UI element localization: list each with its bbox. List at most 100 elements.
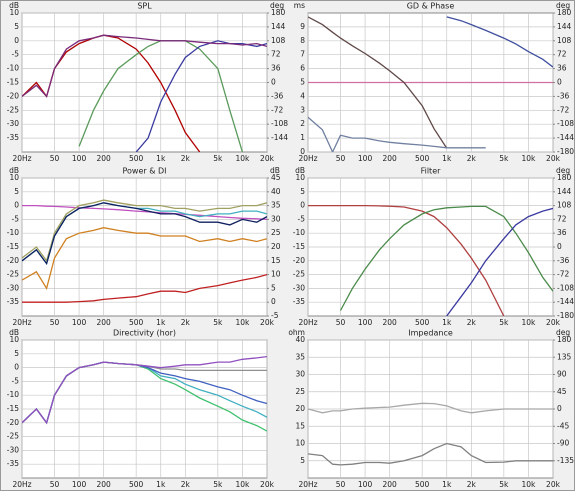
x-tick-label: 5k	[213, 480, 223, 489]
y2-tick-label: -144	[557, 297, 574, 306]
y-tick-label: 0	[14, 363, 19, 372]
y-tick-label: 10	[9, 173, 19, 182]
y2-tick-label: 144	[557, 187, 572, 196]
series-group	[308, 402, 553, 466]
y-tick-label: -30	[7, 445, 19, 454]
y2-tick-label: -108	[557, 119, 574, 128]
y-tick-label: 5	[300, 187, 305, 196]
x-tick-label: 1k	[442, 154, 452, 163]
x-tick-label: 20Hz	[12, 480, 31, 489]
y2-tick-label: 0	[557, 78, 562, 87]
x-tick-label: 5k	[499, 318, 509, 327]
x-tick-label: 20Hz	[12, 154, 31, 163]
y2-tick-label: 180	[557, 8, 572, 17]
curve	[22, 355, 267, 425]
y-tick-label: 1	[300, 133, 305, 142]
y-tick-label: -15	[7, 78, 19, 87]
y-tick-label: 7	[300, 50, 305, 59]
x-tick-label: 50	[50, 318, 60, 327]
y-tick-label: -15	[293, 242, 305, 251]
chart-title: Filter	[421, 167, 442, 176]
y-tick-label: -20	[7, 91, 19, 100]
y2-tick-label: 180	[557, 173, 572, 182]
y-tick-label: -30	[293, 283, 305, 292]
y2-tick-label: -45	[557, 421, 569, 430]
y-tick-label: 0	[300, 201, 305, 210]
y2-axis-label: deg	[556, 1, 570, 10]
series-group	[308, 204, 553, 316]
x-tick-label: 50	[336, 480, 346, 489]
y-tick-label: -20	[7, 256, 19, 265]
x-tick-label: 20Hz	[12, 318, 31, 327]
y2-tick-label: -180	[557, 311, 574, 320]
y2-tick-label: 30	[271, 214, 281, 223]
x-tick-label: 2k	[467, 318, 477, 327]
x-tick-label: 5k	[499, 480, 509, 489]
y2-tick-label: 35	[271, 201, 281, 210]
x-tick-label: 10k	[235, 318, 250, 327]
y-axis-label: dB	[9, 166, 19, 175]
y2-tick-label: 10	[271, 270, 281, 279]
x-tick-label: 200	[383, 480, 398, 489]
y2-axis-label: deg	[556, 328, 570, 337]
y-tick-label: 2	[300, 119, 305, 128]
x-tick-label: 5k	[213, 318, 223, 327]
y2-tick-label: 90	[557, 370, 567, 379]
curve	[308, 204, 505, 316]
y-tick-label: 10	[9, 335, 19, 344]
curve	[308, 116, 486, 152]
curve	[22, 199, 267, 263]
x-tick-label: 2k	[467, 480, 477, 489]
y2-tick-label: 108	[557, 201, 572, 210]
x-tick-label: 20k	[546, 318, 561, 327]
y2-tick-label: -144	[271, 133, 288, 142]
y2-tick-label: 0	[271, 78, 276, 87]
y2-tick-label: 144	[557, 22, 572, 31]
y2-tick-label: 180	[271, 8, 286, 17]
x-tick-label: 100	[358, 318, 373, 327]
y-tick-label: 4	[300, 91, 305, 100]
x-tick-label: 50	[50, 154, 60, 163]
y-tick-label: 3	[300, 105, 305, 114]
y2-tick-label: -90	[557, 439, 569, 448]
y2-tick-label: -180	[557, 147, 574, 156]
y-axis-label: dB	[295, 166, 305, 175]
y-tick-label: -10	[7, 390, 19, 399]
y2-tick-label: -72	[557, 270, 569, 279]
y-tick-label: 10	[295, 439, 305, 448]
x-tick-label: 50	[336, 154, 346, 163]
x-tick-label: 50	[50, 480, 60, 489]
x-tick-label: 200	[97, 154, 112, 163]
y-tick-label: 10	[9, 8, 19, 17]
y2-tick-label: 108	[557, 36, 572, 45]
y2-tick-label: 45	[557, 387, 567, 396]
curve	[22, 204, 267, 221]
curve	[339, 205, 553, 311]
curve	[22, 202, 267, 266]
y-tick-label: 5	[14, 22, 19, 31]
y-tick-label: 35	[295, 352, 305, 361]
x-tick-label: 200	[383, 154, 398, 163]
y2-tick-label: 0	[271, 297, 276, 306]
y2-tick-label: 40	[271, 187, 281, 196]
y-tick-label: 40	[295, 335, 305, 344]
x-tick-label: 100	[358, 480, 373, 489]
x-tick-label: 500	[415, 154, 430, 163]
y-tick-label: -25	[7, 105, 19, 114]
y2-axis-label: deg	[556, 166, 570, 175]
x-tick-label: 1k	[156, 318, 166, 327]
chart-title: SPL	[137, 2, 152, 11]
x-tick-label: 10k	[235, 480, 250, 489]
x-tick-label: 2k	[181, 154, 191, 163]
y2-tick-label: -36	[271, 91, 283, 100]
y-tick-label: -35	[7, 459, 19, 468]
y-tick-label: 30	[295, 370, 305, 379]
x-tick-label: 5k	[213, 154, 223, 163]
y2-tick-label: -72	[271, 105, 283, 114]
x-tick-label: 1k	[442, 318, 452, 327]
curve	[308, 16, 448, 149]
y-tick-label: 5	[300, 456, 305, 465]
y2-tick-label: -108	[271, 119, 288, 128]
y2-tick-label: 72	[557, 214, 567, 223]
y2-axis-label: dB	[270, 166, 280, 175]
